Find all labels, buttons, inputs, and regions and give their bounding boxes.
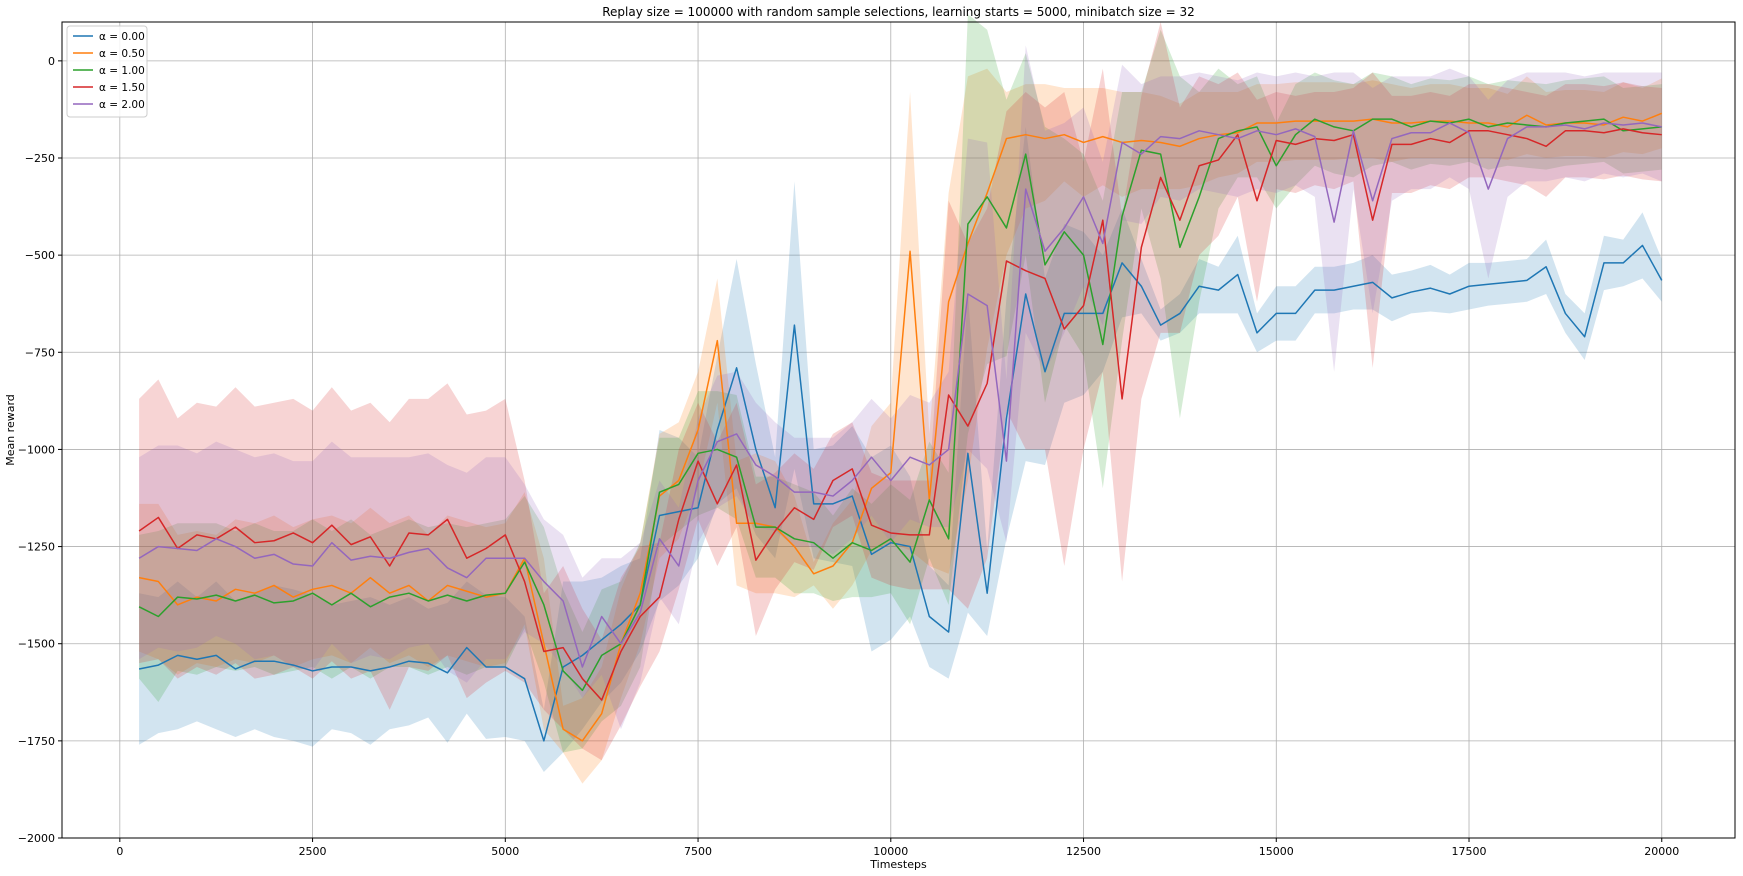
x-tick-label-8: 20000 (1644, 845, 1679, 858)
x-tick-label-4: 10000 (873, 845, 908, 858)
x-tick-label-6: 15000 (1259, 845, 1294, 858)
y-tick-label-3: −1250 (18, 541, 55, 554)
y-tick-label-7: −250 (25, 152, 55, 165)
series-line-3 (138, 128, 1662, 701)
y-tick-label-8: 0 (48, 55, 55, 68)
x-tick-label-5: 12500 (1066, 845, 1101, 858)
series-lines (138, 112, 1663, 742)
series-band-0 (139, 126, 1662, 772)
x-tick-label-7: 17500 (1452, 845, 1487, 858)
x-tick-label-2: 5000 (491, 845, 519, 858)
legend-box (66, 25, 148, 118)
series-line-2 (138, 118, 1662, 692)
grid-layer (62, 22, 1735, 839)
y-tick-label-6: −500 (25, 249, 55, 262)
legend-label-0: α = 0.00 (99, 31, 145, 43)
y-tick-label-5: −750 (25, 346, 55, 359)
y-axis-title: Mean reward (4, 394, 17, 466)
y-tick-label-2: −1500 (18, 638, 55, 651)
chart-title: Replay size = 100000 with random sample … (602, 5, 1195, 19)
plot-frame (61, 21, 1736, 839)
x-tick-label-0: 0 (116, 845, 123, 858)
x-tick-label-3: 7500 (684, 845, 712, 858)
x-tick-label-1: 2500 (299, 845, 327, 858)
series-line-4 (138, 122, 1662, 668)
y-tick-label-0: −2000 (18, 832, 55, 845)
legend-label-3: α = 1.50 (99, 82, 145, 94)
y-tick-label-1: −1750 (18, 735, 55, 748)
legend-label-4: α = 2.00 (99, 99, 145, 111)
series-line-1 (138, 112, 1663, 742)
series-band-1 (139, 68, 1662, 784)
legend-label-2: α = 1.00 (99, 65, 145, 77)
series-band-3 (139, 22, 1662, 761)
x-axis-title: Timesteps (869, 858, 927, 871)
confidence-bands (139, 14, 1662, 784)
axis-ticks: 0 2500 5000 7500 10000 12500 15000 17500 20000 −2… (18, 55, 1679, 858)
series-line-0 (138, 244, 1663, 742)
legend: α = 0.00 α = 0.50 α = 1.00 α = 1.50 α = 2.00 (66, 25, 148, 118)
y-tick-label-4: −1000 (18, 443, 55, 456)
legend-label-1: α = 0.50 (99, 48, 145, 60)
